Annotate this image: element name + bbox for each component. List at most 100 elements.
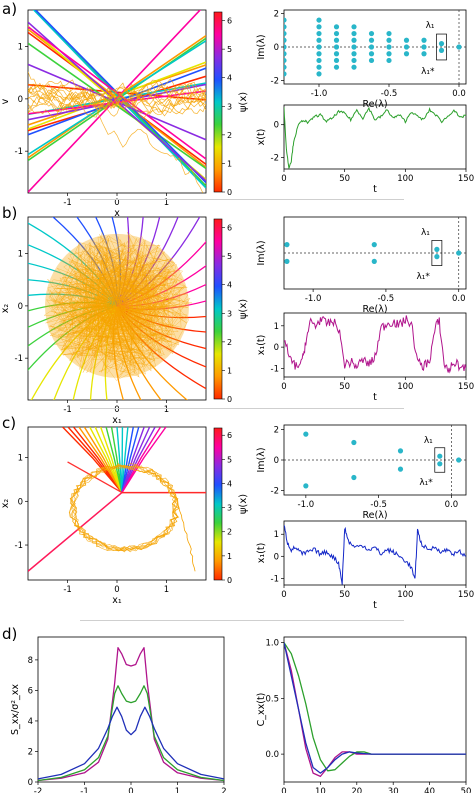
a-eig-eigenvalue [333,64,340,70]
c-eig-frame [283,424,467,496]
c-phase-xtick-label: 0 [114,585,119,595]
a-eig-axes: -1.0 -0.5 0.0 -2 0 2 Re(λ) Im(λ) λ₁ λ₁* [256,9,467,110]
c-eig-eigenvalue [303,483,309,489]
c-ts-frame [283,520,467,586]
d-spectrum-ytick-label: 8 [28,656,33,666]
a-phase-axes: -1 0 1 -1 0 1 x v [0,9,207,219]
a-eig-eigenvalue [403,51,410,57]
colorbar-c: 0 1 2 3 4 5 6 ψ(x) [213,427,249,585]
separator-ab [80,199,404,200]
a-phase-trajectory [28,87,206,116]
a-eig-eigenvalue [368,44,375,50]
c-ts-ytick-label: 1 [274,530,279,540]
a-eig-eigenvalue [333,44,340,50]
b-eig-axes: -1.0 -0.5 0.0 Re(λ) Im(λ) λ₁ λ₁* [256,216,467,315]
b-phase-ytick-label: 1 [18,250,23,260]
c-phase-ray [72,427,123,493]
c-phase-ray [121,427,156,493]
c-eig-eigenvalue [303,431,309,437]
a-eig-eigenvalue [316,30,322,37]
b-phase-density [45,233,189,378]
d-spectrum-xtick-label: -1 [80,787,88,793]
a-ts-xtick-label: 150 [458,174,474,184]
a-eig-ytick-label: -2 [271,77,279,87]
a-phase-ray [28,10,202,193]
a-eig-eigenvalue [351,30,357,37]
c-eig-xtick-label: 0.0 [445,500,459,510]
c-eig-xtick-label: -1.0 [298,500,315,510]
b-eig-lambda-box [431,240,443,266]
a-ts-xlabel: t [373,184,377,195]
a-eig-plot [284,10,466,84]
b-ts-ytick-label: 0 [274,343,279,353]
colorbar-strip [213,427,223,581]
colorbar-tick-label: 3 [227,504,232,513]
a-eig-eigenvalue [351,24,357,30]
b-eig-eigenvalue [371,258,377,264]
a-eig-eigenvalue [284,51,287,57]
c-ts-series-line [284,525,466,585]
c-eig-ylabel: Im(λ) [256,447,267,472]
c-phase-ray [67,427,123,493]
d-spectrum-axes: -2-101202468ωS_xx/σ²_xx [10,636,227,793]
b-phase-trajectory [43,232,192,381]
colorbar-tick-label: 6 [227,17,232,26]
b-eig-xlabel: Re(λ) [362,304,387,315]
b-eig-xtick-label: 0.0 [452,294,466,304]
a-eig-xlabel: Re(λ) [362,99,387,110]
colorbar-tick-label: 2 [227,528,232,537]
a-eig-eigenvalue [368,51,375,57]
a-phase-plot [28,10,206,193]
c-ts-ylabel: x₁(t) [256,543,267,564]
a-eig-eigenvalue [421,51,427,57]
a-eig-eigenvalue [386,57,392,64]
d-corr-ytick-label: 0.5 [265,694,279,704]
c-ts-xtick-label: 0 [281,590,286,600]
a-eig-eigenvalue [316,24,322,30]
colorbar-label: ψ(x) [238,299,249,319]
c-eig-xlabel: Re(λ) [362,510,387,521]
c-phase-ray [78,427,123,493]
d-corr-series-0 [284,642,466,778]
a-eig-eigenvalue [386,30,392,37]
a-phase-trajectory [28,79,206,120]
a-eig-eigenvalue [421,44,427,50]
b-phase-xtick-label: 1 [164,405,169,415]
a-phase-trajectory [28,82,206,111]
colorbar-label: ψ(x) [238,92,249,112]
panel-label-a: a) [2,0,18,18]
c-phase-ray [121,427,135,493]
c-ts-xlabel: t [373,600,377,611]
a-phase-ray [32,10,206,189]
c-phase-ray [105,427,123,493]
panel-label-d: d) [2,625,18,643]
c-phase-trajectory [175,496,196,572]
a-eig-lambda1-conj-label: λ₁* [421,67,435,77]
c-phase-ray [121,427,129,493]
c-phase-axes: -1 0 1 -1 0 1 x₁ x₂ [0,426,207,606]
a-eig-eigenvalue [368,57,375,64]
b-ts-series-line [284,315,466,374]
colorbar-tick-label: 1 [227,366,232,375]
d-corr-xtick-label: 40 [424,787,435,793]
c-ts-xtick-label: 100 [397,590,413,600]
b-eig-eigenvalue [434,254,440,260]
b-ts-ylabel: x₁(t) [256,335,267,356]
b-ts-xtick-label: 150 [458,382,474,392]
a-eig-eigenvalue [386,44,392,50]
a-eig-eigenvalue [333,30,340,37]
a-eig-xtick-label: -1.0 [311,89,328,99]
colorbar-tick-label: 0 [227,576,232,585]
b-ts-xlabel: t [373,392,377,403]
colorbar-tick-label: 6 [227,224,232,233]
a-phase-trajectory [28,84,206,115]
a-eig-eigenvalue [386,37,392,43]
a-eig-eigenvalue [368,30,375,37]
a-eig-eigenvalue [316,57,322,64]
c-phase-ray [89,427,123,493]
a-phase-ytick-label: 0 [18,95,23,105]
c-eig-lambda1-label: λ₁ [424,436,433,446]
b-phase-xtick-label: -1 [63,405,71,415]
b-eig-ylabel: Im(λ) [256,240,267,265]
